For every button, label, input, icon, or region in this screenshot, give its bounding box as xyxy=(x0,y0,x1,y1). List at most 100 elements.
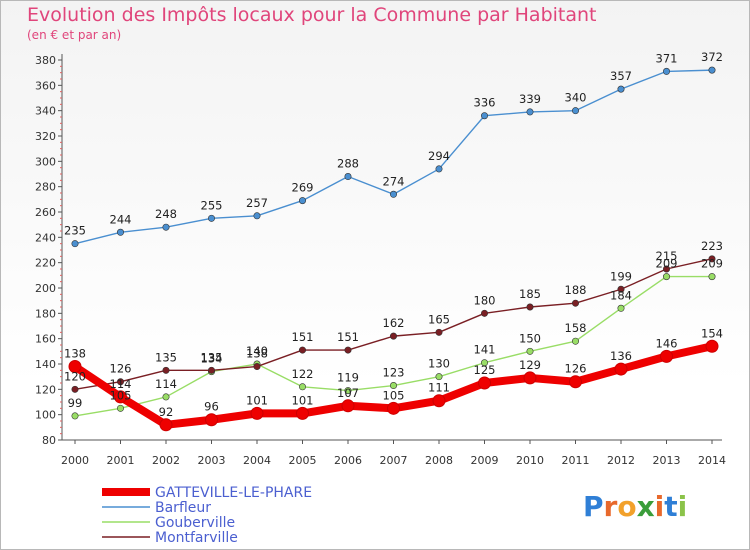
data-label: 151 xyxy=(292,330,314,344)
data-point xyxy=(253,212,261,220)
x-tick-label: 2011 xyxy=(562,454,590,467)
data-point xyxy=(114,390,127,404)
data-point xyxy=(68,360,82,374)
logo-letter: o xyxy=(617,490,636,523)
y-tick-label: 80 xyxy=(42,434,56,447)
data-point xyxy=(117,378,125,386)
data-label: 125 xyxy=(474,363,496,377)
data-label: 123 xyxy=(383,366,405,380)
y-tick-label: 280 xyxy=(35,181,56,194)
data-label: 107 xyxy=(337,386,359,400)
data-label: 138 xyxy=(64,347,86,361)
data-label: 199 xyxy=(610,269,632,283)
data-point xyxy=(71,412,79,420)
data-label: 158 xyxy=(565,321,587,335)
data-label: 134 xyxy=(201,352,223,366)
data-point xyxy=(159,418,173,432)
y-tick-label: 100 xyxy=(35,409,56,422)
data-label: 244 xyxy=(110,212,132,226)
x-tick-label: 2001 xyxy=(107,454,135,467)
data-label: 154 xyxy=(701,326,723,340)
data-label: 101 xyxy=(246,393,268,407)
y-tick-label: 340 xyxy=(35,105,56,118)
data-point xyxy=(162,223,170,231)
y-tick-label: 380 xyxy=(35,54,56,67)
y-tick-label: 180 xyxy=(35,307,56,320)
data-label: 274 xyxy=(383,174,405,188)
data-point xyxy=(432,394,446,408)
y-tick-label: 240 xyxy=(35,231,56,244)
data-label: 372 xyxy=(701,50,723,64)
y-tick-label: 120 xyxy=(35,383,56,396)
data-label: 371 xyxy=(656,51,678,65)
data-label: 294 xyxy=(428,149,450,163)
data-label: 130 xyxy=(428,357,450,371)
y-tick-label: 300 xyxy=(35,155,56,168)
data-point xyxy=(571,299,579,307)
data-point xyxy=(71,240,79,248)
data-label: 184 xyxy=(610,288,632,302)
data-point xyxy=(478,376,491,390)
data-label: 215 xyxy=(656,249,678,263)
data-point xyxy=(208,214,216,222)
data-label: 135 xyxy=(201,350,223,364)
data-label: 114 xyxy=(155,377,177,391)
data-label: 138 xyxy=(246,347,268,361)
data-point xyxy=(708,255,716,263)
data-point xyxy=(387,401,400,415)
data-label: 151 xyxy=(337,330,359,344)
data-label: 209 xyxy=(656,257,678,271)
data-point xyxy=(162,366,170,374)
data-label: 126 xyxy=(110,362,132,376)
data-label: 162 xyxy=(383,316,405,330)
data-point xyxy=(296,406,309,420)
data-point xyxy=(660,349,673,363)
x-tick-label: 2005 xyxy=(289,454,317,467)
data-point xyxy=(662,265,670,273)
data-point xyxy=(389,332,397,340)
data-label: 122 xyxy=(292,367,314,381)
data-point xyxy=(389,190,397,198)
logo-letter: P xyxy=(583,490,604,523)
data-point xyxy=(526,303,534,311)
data-point xyxy=(480,359,488,367)
x-tick-label: 2013 xyxy=(653,454,681,467)
data-point xyxy=(71,385,79,393)
data-label: 150 xyxy=(519,331,541,345)
data-point xyxy=(298,346,306,354)
y-tick-label: 220 xyxy=(35,257,56,270)
data-label: 185 xyxy=(519,287,541,301)
data-label: 255 xyxy=(201,198,223,212)
data-label: 105 xyxy=(383,388,405,402)
data-label: 248 xyxy=(155,207,177,221)
data-label: 101 xyxy=(292,393,314,407)
data-point xyxy=(117,404,125,412)
x-tick-label: 2012 xyxy=(607,454,635,467)
data-label: 136 xyxy=(610,349,632,363)
data-label: 120 xyxy=(64,369,86,383)
data-label: 146 xyxy=(656,336,678,350)
x-tick-label: 2010 xyxy=(516,454,544,467)
logo-letter: i xyxy=(655,490,665,523)
data-label: 340 xyxy=(565,91,587,105)
data-label: 209 xyxy=(701,257,723,271)
x-tick-label: 2014 xyxy=(698,454,726,467)
data-point xyxy=(526,108,534,116)
data-point xyxy=(344,346,352,354)
legend-label: Barfleur xyxy=(155,500,211,516)
legend-label: Gouberville xyxy=(155,515,235,531)
y-tick-label: 160 xyxy=(35,333,56,346)
data-point xyxy=(162,393,170,401)
data-point xyxy=(344,387,352,395)
x-tick-label: 2008 xyxy=(425,454,453,467)
data-label: 235 xyxy=(64,224,86,238)
data-point xyxy=(708,66,716,74)
data-point xyxy=(614,362,628,376)
x-tick-label: 2006 xyxy=(334,454,362,467)
data-label: 114 xyxy=(110,377,132,391)
chart-subtitle: (en € et par an) xyxy=(27,28,122,42)
data-label: 105 xyxy=(110,388,132,402)
data-point xyxy=(571,337,579,345)
data-label: 188 xyxy=(565,283,587,297)
